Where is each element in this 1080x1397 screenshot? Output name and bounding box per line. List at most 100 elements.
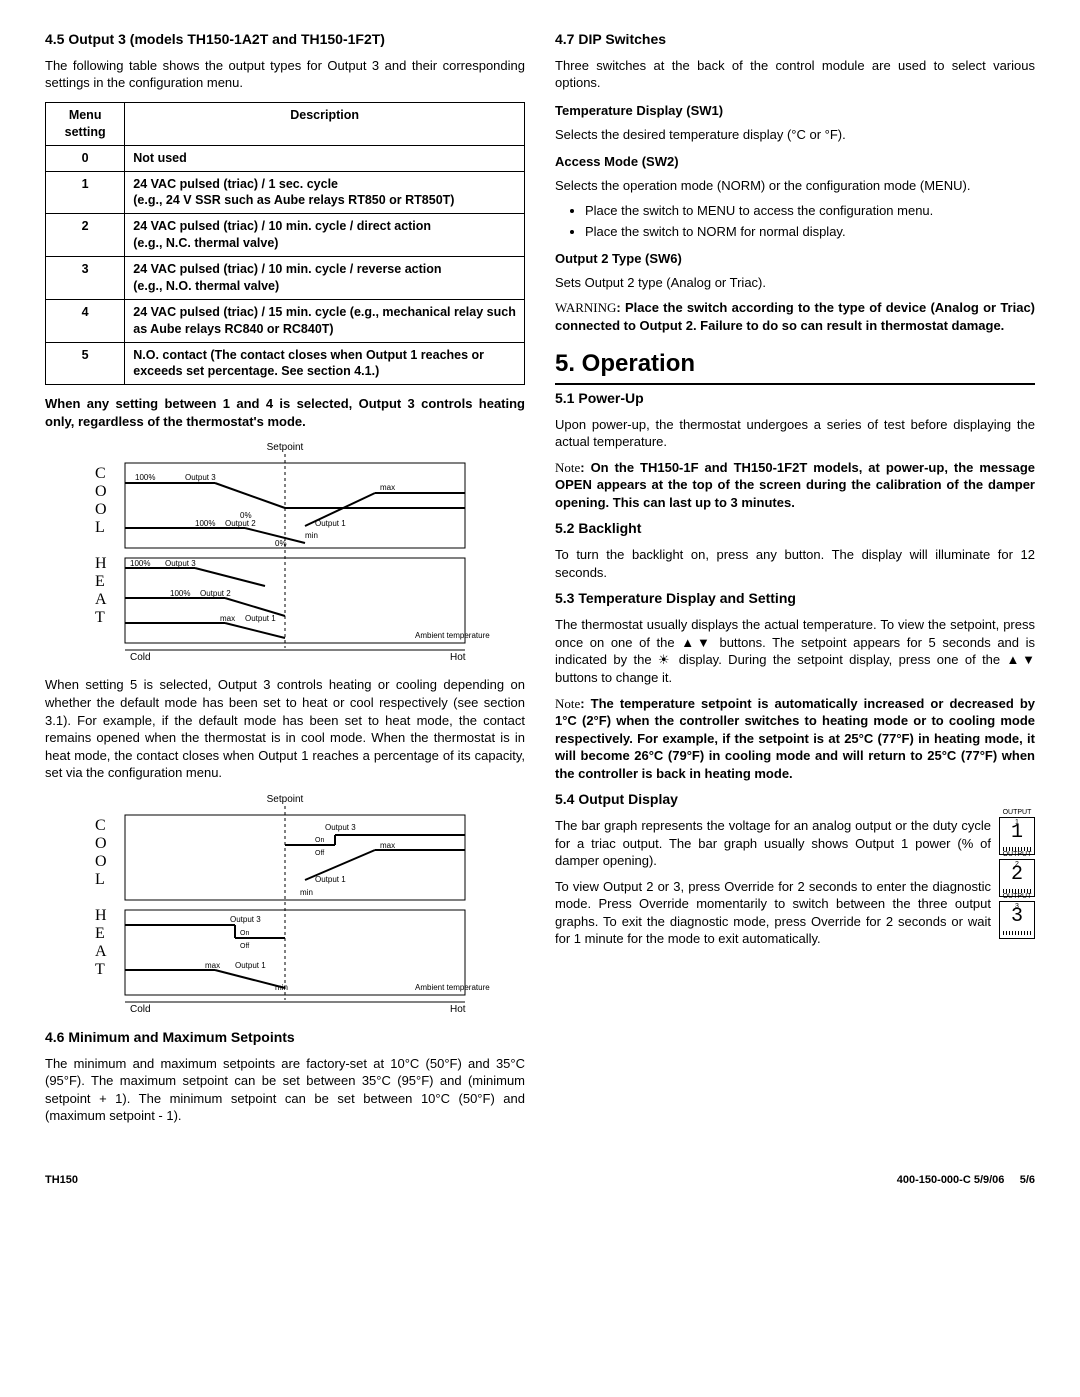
sw1-body: Selects the desired temperature display …: [555, 126, 1035, 144]
svg-text:Off: Off: [315, 850, 324, 857]
svg-text:Hot: Hot: [450, 652, 466, 663]
svg-text:100%: 100%: [195, 519, 215, 528]
out3-lbl: OUTPUT 3: [1000, 892, 1034, 911]
cell-m1: 1: [46, 171, 125, 214]
out3-bar: [1003, 931, 1031, 935]
left-column: 4.5 Output 3 (models TH150-1A2T and TH15…: [45, 30, 525, 1133]
cell-d2: 24 VAC pulsed (triac) / 10 min. cycle / …: [125, 214, 525, 257]
s53-body1: The thermostat usually displays the actu…: [555, 616, 1035, 686]
cell-m4: 4: [46, 299, 125, 342]
cell-m0: 0: [46, 145, 125, 171]
cell-m2: 2: [46, 214, 125, 257]
svg-text:Output 3: Output 3: [325, 823, 356, 832]
diagram-2: Setpoint COOL HEAT Output 3 On Off Outpu…: [75, 790, 495, 1020]
svg-text:0%: 0%: [275, 539, 287, 548]
diagram-1: Setpoint COOL HEAT 100% Output 3 0% 100% O…: [75, 438, 495, 668]
sw2-body: Selects the operation mode (NORM) or the…: [555, 177, 1035, 195]
svg-text:Ambient temperature: Ambient temperature: [415, 983, 490, 992]
sw2-list: Place the switch to MENU to access the c…: [585, 202, 1035, 240]
svg-text:max: max: [380, 841, 395, 850]
section-4-5-title: 4.5 Output 3 (models TH150-1A2T and TH15…: [45, 30, 525, 49]
s51-note: Note: On the TH150-1F and TH150-1F2T mod…: [555, 459, 1035, 512]
svg-text:max: max: [220, 614, 235, 623]
footer-right: 400-150-000-C 5/9/06 5/6: [897, 1173, 1035, 1188]
svg-text:Output 1: Output 1: [245, 614, 276, 623]
s53-note-body: : The temperature setpoint is automatica…: [555, 696, 1035, 781]
page-footer: TH150 400-150-000-C 5/9/06 5/6: [45, 1173, 1035, 1188]
cell-m3: 3: [46, 257, 125, 300]
section-5-2-title: 5.2 Backlight: [555, 519, 1035, 538]
section-4-6-body: The minimum and maximum setpoints are fa…: [45, 1055, 525, 1125]
svg-text:COOL: COOL: [95, 817, 107, 888]
section-5-title: 5. Operation: [555, 348, 1035, 384]
s51-note-body: : On the TH150-1F and TH150-1F2T models,…: [555, 460, 1035, 510]
svg-text:100%: 100%: [135, 473, 155, 482]
output3-box: OUTPUT 3 3: [999, 901, 1035, 939]
svg-text:Setpoint: Setpoint: [267, 794, 304, 805]
out1-lbl: OUTPUT 1: [1000, 808, 1034, 827]
svg-text:max: max: [205, 961, 220, 970]
section-5-3-title: 5.3 Temperature Display and Setting: [555, 589, 1035, 608]
footer-pagenum: 5/6: [1020, 1174, 1035, 1186]
s53-note-lbl: Note: [555, 696, 580, 711]
s51-note-lbl: Note: [555, 460, 580, 475]
svg-text:Off: Off: [240, 943, 249, 950]
svg-text:Output 1: Output 1: [315, 519, 346, 528]
cell-d5: N.O. contact (The contact closes when Ou…: [125, 342, 525, 385]
sw6-title: Output 2 Type (SW6): [555, 250, 1035, 268]
footer-mid: 400-150-000-C 5/9/06: [897, 1174, 1005, 1186]
right-column: 4.7 DIP Switches Three switches at the b…: [555, 30, 1035, 1133]
after-diagram1: When setting 5 is selected, Output 3 con…: [45, 676, 525, 781]
d1-setpoint: Setpoint: [267, 442, 304, 453]
s47-intro: Three switches at the back of the contro…: [555, 57, 1035, 92]
svg-text:Output 3: Output 3: [165, 559, 196, 568]
svg-text:On: On: [240, 930, 249, 937]
warn-body: : Place the switch according to the type…: [555, 300, 1035, 333]
s54-body2: To view Output 2 or 3, press Override fo…: [555, 878, 1035, 948]
d1-heat: HEAT: [95, 555, 107, 626]
warning: WARNING: Place the switch according to t…: [555, 299, 1035, 334]
th-menu: Menu setting: [46, 102, 125, 145]
svg-text:100%: 100%: [130, 559, 150, 568]
cell-m5: 5: [46, 342, 125, 385]
th-desc: Description: [125, 102, 525, 145]
svg-text:Ambient temperature: Ambient temperature: [415, 631, 490, 640]
svg-text:Output 2: Output 2: [200, 589, 231, 598]
svg-text:HEAT: HEAT: [95, 907, 107, 978]
svg-text:Cold: Cold: [130, 1004, 151, 1015]
out2-lbl: OUTPUT 2: [1000, 850, 1034, 869]
d1-cool: COOL: [95, 465, 107, 536]
svg-text:Hot: Hot: [450, 1004, 466, 1015]
svg-text:min: min: [300, 888, 313, 897]
svg-text:Output 1: Output 1: [315, 875, 346, 884]
section-4-6-title: 4.6 Minimum and Maximum Setpoints: [45, 1028, 525, 1047]
footer-left: TH150: [45, 1173, 78, 1188]
warn-label: WARNING: [555, 300, 616, 315]
s53-note: Note: The temperature setpoint is automa…: [555, 695, 1035, 783]
cell-d4: 24 VAC pulsed (triac) / 15 min. cycle (e…: [125, 299, 525, 342]
s51-body: Upon power-up, the thermostat undergoes …: [555, 416, 1035, 451]
sw2-title: Access Mode (SW2): [555, 153, 1035, 171]
cell-d0: Not used: [125, 145, 525, 171]
section-4-5-intro: The following table shows the output typ…: [45, 57, 525, 92]
svg-text:On: On: [315, 837, 324, 844]
sw2-li1: Place the switch to MENU to access the c…: [585, 202, 1035, 220]
s54-body1: The bar graph represents the voltage for…: [555, 817, 1035, 870]
svg-text:Cold: Cold: [130, 652, 151, 663]
cell-d1: 24 VAC pulsed (triac) / 1 sec. cycle (e.…: [125, 171, 525, 214]
output3-table: Menu setting Description 0Not used 124 V…: [45, 102, 525, 385]
sw6-body: Sets Output 2 type (Analog or Triac).: [555, 274, 1035, 292]
svg-text:min: min: [305, 531, 318, 540]
sw1-title: Temperature Display (SW1): [555, 102, 1035, 120]
svg-text:100%: 100%: [170, 589, 190, 598]
svg-text:max: max: [380, 483, 395, 492]
section-5-1-title: 5.1 Power-Up: [555, 389, 1035, 408]
svg-text:Output 3: Output 3: [230, 915, 261, 924]
sw2-li2: Place the switch to NORM for normal disp…: [585, 223, 1035, 241]
section-5-4-title: 5.4 Output Display: [555, 790, 1035, 809]
output-icons: OUTPUT 1 1 OUTPUT 2 2 OUTPUT 3 3: [999, 817, 1035, 943]
cell-d3: 24 VAC pulsed (triac) / 10 min. cycle / …: [125, 257, 525, 300]
svg-text:Output 1: Output 1: [235, 961, 266, 970]
section-4-7-title: 4.7 DIP Switches: [555, 30, 1035, 49]
s52-body: To turn the backlight on, press any butt…: [555, 546, 1035, 581]
